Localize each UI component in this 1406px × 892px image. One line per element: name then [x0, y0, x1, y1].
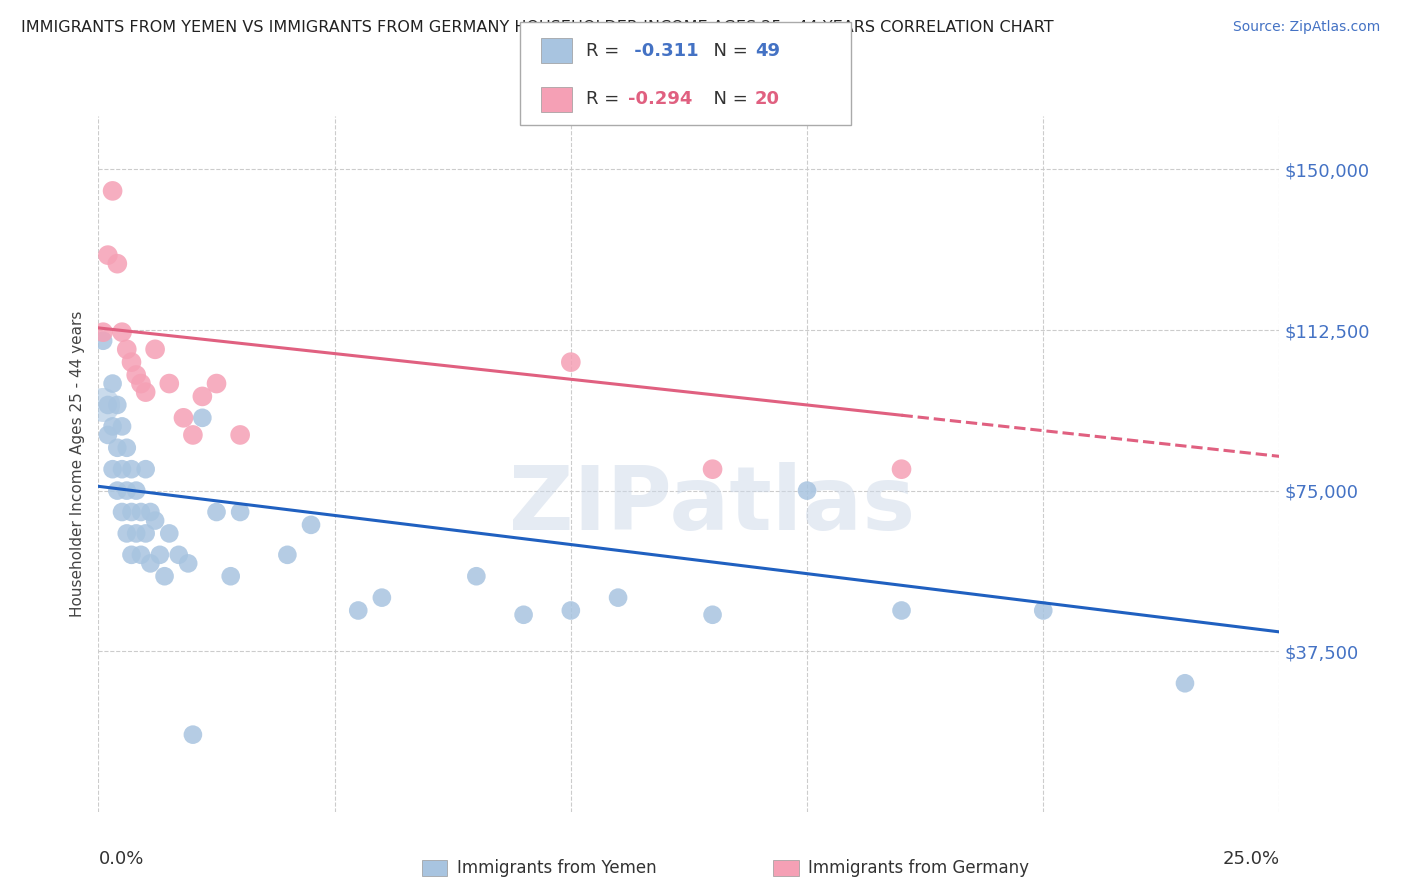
Point: [121, 355, 143, 369]
Point: [139, 505, 162, 519]
Point: [111, 462, 134, 476]
Point: [153, 569, 176, 583]
Point: [111, 505, 134, 519]
Text: 25.0%: 25.0%: [1222, 850, 1279, 868]
Point: [512, 607, 534, 622]
Point: [890, 603, 912, 617]
Point: [101, 184, 124, 198]
Point: [115, 526, 138, 541]
Point: [1032, 603, 1054, 617]
Text: ZIPatlas: ZIPatlas: [509, 462, 915, 549]
Point: [115, 441, 138, 455]
Point: [115, 483, 138, 498]
Text: 0.0%: 0.0%: [98, 850, 143, 868]
Text: Immigrants from Yemen: Immigrants from Yemen: [457, 859, 657, 877]
Point: [101, 419, 124, 434]
Text: N =: N =: [702, 90, 754, 108]
Point: [125, 368, 148, 382]
Point: [143, 514, 166, 528]
Point: [167, 548, 190, 562]
Point: [172, 410, 194, 425]
Point: [97, 428, 120, 442]
Text: 49: 49: [755, 42, 780, 60]
Text: R =: R =: [586, 42, 626, 60]
Text: -0.311: -0.311: [628, 42, 699, 60]
Point: [129, 548, 152, 562]
Point: [149, 548, 172, 562]
Text: -0.294: -0.294: [628, 90, 693, 108]
Point: [143, 343, 166, 357]
Point: [129, 505, 152, 519]
Point: [91, 398, 114, 412]
Point: [205, 376, 228, 391]
Point: [219, 569, 242, 583]
Point: [105, 483, 128, 498]
Point: [191, 410, 214, 425]
Point: [276, 548, 298, 562]
Point: [105, 257, 128, 271]
Point: [105, 441, 128, 455]
Point: [111, 419, 134, 434]
Point: [371, 591, 394, 605]
Point: [191, 389, 214, 403]
Text: R =: R =: [586, 90, 626, 108]
Point: [101, 462, 124, 476]
Point: [91, 334, 114, 348]
Point: [129, 376, 152, 391]
Point: [101, 376, 124, 391]
Point: [177, 557, 200, 571]
Point: [560, 355, 582, 369]
Point: [299, 517, 322, 532]
Text: N =: N =: [702, 42, 754, 60]
Point: [111, 325, 134, 339]
Point: [465, 569, 488, 583]
Point: [135, 462, 157, 476]
Point: [121, 505, 143, 519]
Point: [121, 548, 143, 562]
Point: [890, 462, 912, 476]
Point: [105, 398, 128, 412]
Point: [229, 505, 252, 519]
Point: [115, 343, 138, 357]
Point: [157, 526, 180, 541]
Point: [1174, 676, 1197, 690]
Point: [181, 428, 204, 442]
Point: [91, 325, 114, 339]
Point: [97, 248, 120, 262]
Text: IMMIGRANTS FROM YEMEN VS IMMIGRANTS FROM GERMANY HOUSEHOLDER INCOME AGES 25 - 44: IMMIGRANTS FROM YEMEN VS IMMIGRANTS FROM…: [21, 20, 1053, 35]
Point: [702, 607, 724, 622]
Point: [205, 505, 228, 519]
Point: [702, 462, 724, 476]
Y-axis label: Householder Income Ages 25 - 44 years: Householder Income Ages 25 - 44 years: [70, 310, 86, 617]
Point: [135, 385, 157, 400]
Text: Immigrants from Germany: Immigrants from Germany: [808, 859, 1029, 877]
Point: [135, 526, 157, 541]
Point: [97, 398, 120, 412]
Text: Source: ZipAtlas.com: Source: ZipAtlas.com: [1233, 20, 1381, 34]
Point: [125, 483, 148, 498]
Text: 20: 20: [755, 90, 780, 108]
Point: [121, 462, 143, 476]
Point: [181, 728, 204, 742]
Point: [125, 526, 148, 541]
Point: [347, 603, 370, 617]
Point: [229, 428, 252, 442]
Point: [139, 557, 162, 571]
Point: [607, 591, 630, 605]
Point: [560, 603, 582, 617]
Point: [157, 376, 180, 391]
Point: [796, 483, 818, 498]
